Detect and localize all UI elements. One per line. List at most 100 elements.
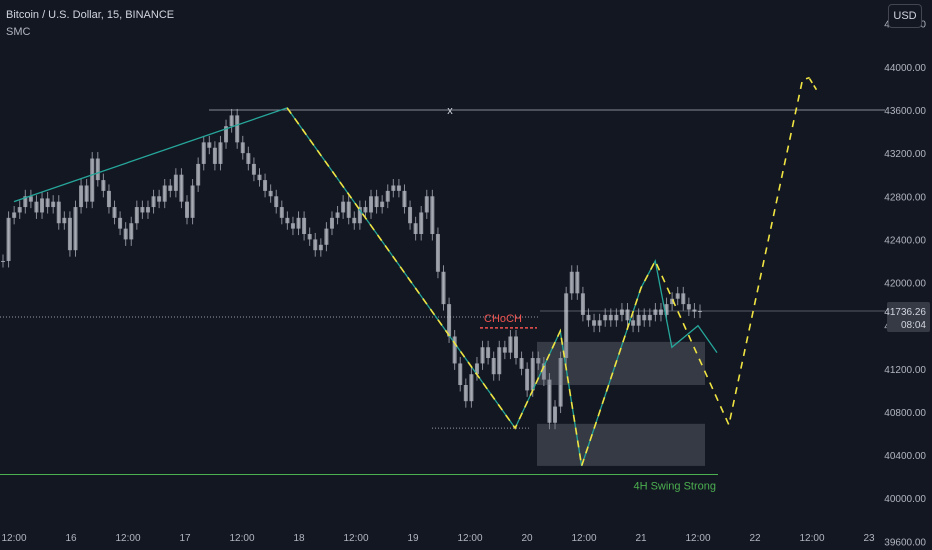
candle-body: [636, 314, 641, 326]
candle-body: [307, 234, 312, 240]
candle-body: [664, 304, 669, 315]
candle-body: [519, 358, 524, 369]
candle-body: [513, 336, 518, 359]
candle-body: [374, 196, 379, 208]
price-tick-label: 43600.00: [884, 106, 926, 117]
candle-body: [681, 293, 686, 305]
candle-body: [201, 142, 206, 164]
candle-body: [296, 217, 301, 229]
candle-body: [491, 358, 496, 375]
candle-body: [458, 363, 463, 385]
price-tick-label: 41200.00: [884, 365, 926, 376]
candle-body: [541, 363, 546, 380]
currency-button[interactable]: USD: [888, 4, 922, 28]
candle-body: [274, 196, 279, 208]
time-tick-label: 12:00: [343, 533, 368, 544]
candle-body: [134, 207, 139, 224]
candle-body: [642, 314, 647, 321]
candle-body: [279, 207, 284, 218]
candle-body: [580, 293, 585, 315]
candle-body: [402, 190, 407, 208]
time-tick-label: 22: [749, 533, 761, 544]
price-axis[interactable]: 44400.0044000.0043600.0043200.0042800.00…: [884, 20, 930, 549]
time-tick-label: 12:00: [685, 533, 710, 544]
price-tick-label: 40000.00: [884, 494, 926, 505]
candle-body: [564, 293, 569, 359]
projection-path: [286, 76, 810, 467]
candle-body: [413, 223, 418, 235]
price-tick-label: 43200.00: [884, 149, 926, 160]
candle-body: [140, 207, 145, 213]
candle-body: [263, 180, 268, 191]
candle-body: [162, 185, 167, 202]
candle-body: [424, 196, 429, 213]
candle-body: [179, 174, 184, 202]
candle-body: [608, 314, 613, 321]
projection-arrowhead: [808, 78, 819, 93]
countdown-label: 08:04: [901, 320, 926, 331]
candle-body: [536, 358, 541, 364]
price-tick-label: 42000.00: [884, 279, 926, 290]
candle-body: [62, 217, 67, 224]
price-tick-label: 39600.00: [884, 537, 926, 548]
candle-body: [430, 196, 435, 235]
candle-body: [207, 142, 212, 148]
candle-body: [675, 293, 680, 299]
candle-body: [324, 228, 329, 245]
candle-body: [614, 314, 619, 321]
candle-body: [647, 314, 652, 321]
candle-body: [17, 207, 22, 213]
time-tick-label: 23: [863, 533, 875, 544]
candle-body: [318, 244, 323, 251]
swing-high-marker: x: [447, 105, 453, 117]
candle-body: [67, 217, 72, 251]
candle-body: [553, 406, 558, 423]
price-tick-label: 40400.00: [884, 451, 926, 462]
candle-body: [463, 385, 468, 402]
candle-body: [686, 304, 691, 310]
candle-body: [525, 368, 530, 391]
candle-body: [452, 336, 457, 364]
order-block-zone: [537, 423, 705, 466]
candle-body: [497, 347, 502, 375]
candle-body: [447, 304, 452, 337]
candle-body: [28, 196, 33, 202]
candle-body: [118, 217, 123, 229]
candle-body: [380, 201, 385, 208]
candle-body: [240, 142, 245, 154]
time-tick-label: 21: [635, 533, 647, 544]
candle-body: [558, 358, 563, 407]
candle-body: [23, 196, 28, 208]
candle-body: [653, 309, 658, 315]
candle-body: [575, 271, 580, 294]
price-tick-label: 42400.00: [884, 235, 926, 246]
candle-body: [34, 201, 39, 213]
candle-body: [692, 309, 697, 312]
candle-body: [112, 207, 117, 218]
candle-body: [385, 190, 390, 202]
candle-body: [229, 115, 234, 127]
candle-body: [341, 201, 346, 213]
price-tick-label: 42800.00: [884, 192, 926, 203]
candle-body: [196, 163, 201, 186]
candle-body: [51, 201, 56, 208]
time-tick-label: 18: [293, 533, 305, 544]
time-axis[interactable]: 12:00 16 12:00 17 12:00 18 12:00 19 12:00 20 12:00…: [1, 533, 875, 544]
current-price-value: 41736.26: [884, 307, 926, 318]
candle-body: [335, 212, 340, 218]
time-tick-label: 20: [521, 533, 533, 544]
candle-body: [597, 320, 602, 326]
candle-body: [45, 198, 50, 208]
time-tick-label: 12:00: [799, 533, 824, 544]
candle-body: [625, 309, 630, 321]
candle-body: [185, 201, 190, 218]
candle-body: [224, 126, 229, 143]
candle-body: [352, 217, 357, 224]
candle-body: [441, 271, 446, 305]
candle-body: [79, 185, 84, 208]
candle-body: [246, 153, 251, 164]
candle-body: [290, 223, 295, 229]
candle-body: [480, 347, 485, 364]
